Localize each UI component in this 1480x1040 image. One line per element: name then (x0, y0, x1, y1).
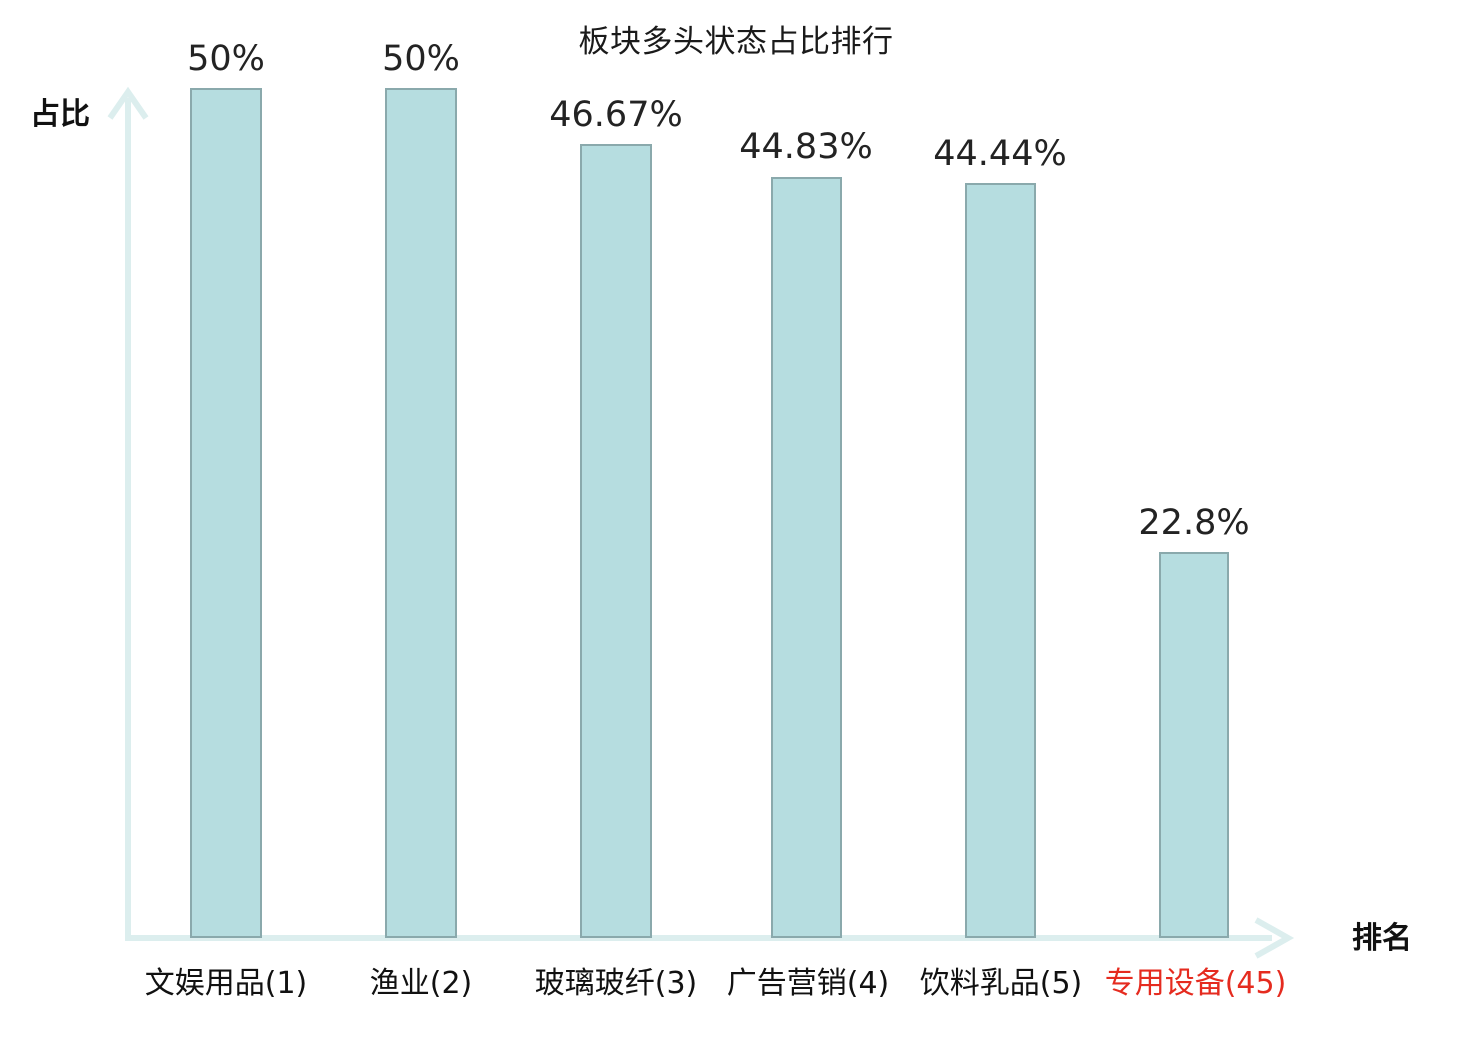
x-axis-title: 排名 (1352, 921, 1412, 956)
x-tick-label-2: 渔业(2) (369, 966, 473, 1001)
value-label-5: 44.44% (933, 134, 1067, 174)
x-tick-label-3: 玻璃玻纤(3) (534, 966, 698, 1001)
value-label-3: 46.67% (549, 95, 683, 135)
bar-6[interactable] (1159, 552, 1229, 938)
value-label-1: 50% (187, 39, 265, 79)
value-label-2: 50% (382, 39, 460, 79)
x-tick-label-6-highlighted: 专用设备(45) (1104, 966, 1287, 1001)
x-tick-label-4: 广告营销(4) (726, 966, 890, 1001)
y-axis-title: 占比 (30, 97, 90, 132)
bar-2[interactable] (385, 88, 457, 938)
value-label-6: 22.8% (1138, 503, 1250, 543)
x-tick-label-1: 文娱用品(1) (144, 966, 308, 1001)
x-tick-label-5: 饮料乳品(5) (919, 966, 1083, 1001)
value-label-4: 44.83% (739, 127, 873, 167)
bar-3[interactable] (580, 144, 652, 938)
chart-title: 板块多头状态占比排行 (0, 22, 1480, 62)
bar-5[interactable] (965, 183, 1036, 938)
chart-title-text: 板块多头状态占比排行 (578, 24, 894, 60)
bar-4[interactable] (771, 177, 842, 938)
bar-1[interactable] (190, 88, 262, 938)
